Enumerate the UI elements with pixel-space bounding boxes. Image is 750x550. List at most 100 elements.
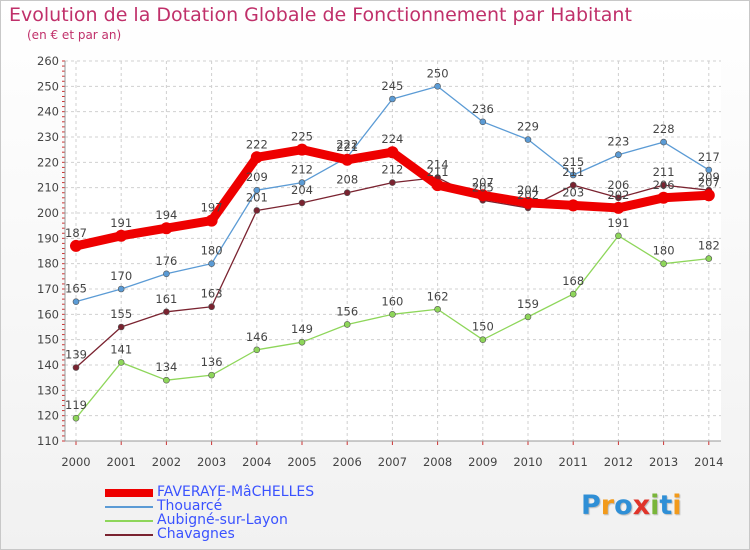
legend-swatch (105, 534, 153, 536)
data-point (253, 346, 261, 354)
data-point (476, 189, 489, 202)
chart-subtitle: (en € et par an) (27, 28, 122, 42)
data-label: 245 (381, 79, 403, 93)
data-point (615, 232, 622, 240)
data-point (160, 222, 173, 235)
data-point (72, 364, 80, 371)
data-label: 163 (201, 287, 223, 301)
y-tick-label: 180 (37, 257, 59, 271)
data-label: 207 (698, 175, 720, 189)
data-point (72, 298, 80, 305)
data-label: 141 (110, 342, 132, 356)
data-point (115, 229, 128, 242)
data-point (431, 179, 444, 192)
legend-label: Chavagnes (157, 526, 235, 542)
y-tick-label: 110 (37, 434, 59, 448)
x-tick-label: 2001 (107, 455, 136, 469)
y-tick-label: 220 (37, 155, 59, 169)
data-point (702, 189, 715, 202)
data-label: 212 (291, 163, 313, 177)
y-tick-label: 120 (37, 409, 59, 423)
data-label: 191 (110, 216, 132, 230)
data-point (343, 321, 351, 328)
data-point (117, 359, 125, 366)
data-label: 176 (155, 254, 177, 268)
data-point (250, 151, 263, 164)
plot-area (65, 61, 721, 441)
data-label: 202 (517, 188, 539, 202)
data-point (72, 414, 80, 422)
data-label: 160 (381, 294, 403, 308)
x-tick-label: 2009 (468, 455, 497, 469)
legend-label: FAVERAYE-MâCHELLES (157, 484, 315, 500)
data-label: 191 (607, 216, 629, 230)
y-tick-label: 150 (37, 333, 59, 347)
data-label: 222 (246, 137, 268, 151)
data-label: 162 (427, 289, 449, 303)
x-tick-label: 2007 (378, 455, 407, 469)
data-point (343, 189, 351, 197)
data-point (386, 146, 399, 159)
data-label: 134 (155, 360, 177, 374)
x-tick-label: 2005 (287, 455, 316, 469)
data-label: 221 (336, 140, 358, 154)
proxiti-logo: Proxiti (581, 490, 682, 521)
legend-label: Thouarcé (157, 498, 223, 514)
data-point (660, 138, 667, 146)
data-point (296, 143, 308, 156)
data-label: 225 (291, 130, 313, 144)
y-tick-label: 210 (37, 181, 59, 195)
data-label: 182 (698, 239, 720, 253)
data-point (657, 191, 670, 204)
data-label: 205 (472, 180, 494, 194)
data-label: 165 (65, 282, 87, 296)
y-tick-label: 230 (37, 130, 59, 144)
data-label: 155 (110, 307, 132, 321)
data-point (479, 118, 487, 126)
data-point (522, 196, 534, 209)
data-label: 156 (336, 304, 358, 318)
data-label: 229 (517, 120, 539, 134)
data-point (615, 194, 622, 202)
data-label: 202 (607, 188, 629, 202)
data-point (208, 371, 215, 379)
data-point (298, 338, 306, 346)
data-point (163, 270, 170, 278)
data-label: 206 (607, 178, 629, 192)
x-tick-label: 2012 (604, 455, 633, 469)
x-tick-label: 2008 (423, 455, 452, 469)
data-point (660, 260, 667, 267)
y-tick-label: 170 (37, 282, 59, 296)
data-label: 215 (562, 155, 584, 169)
data-label: 119 (65, 398, 87, 412)
legend-swatch (105, 520, 153, 522)
data-label: 209 (246, 170, 268, 184)
data-point (389, 95, 396, 103)
data-label: 168 (562, 274, 584, 288)
data-point (567, 199, 580, 212)
data-label: 159 (517, 297, 539, 311)
data-label: 139 (65, 348, 87, 362)
y-tick-label: 140 (37, 358, 59, 372)
data-label: 207 (472, 175, 494, 189)
data-label: 180 (653, 244, 675, 258)
x-tick-label: 2006 (333, 455, 362, 469)
data-label: 203 (562, 185, 584, 199)
legend-swatch (105, 506, 153, 508)
x-tick-label: 2004 (242, 455, 271, 469)
x-tick-label: 2002 (152, 455, 181, 469)
data-label: 224 (381, 132, 403, 146)
data-point (569, 171, 577, 179)
x-tick-label: 2014 (694, 455, 723, 469)
data-label: 161 (155, 292, 177, 306)
data-label: 217 (698, 150, 720, 164)
chart-title: Evolution de la Dotation Globale de Fonc… (9, 4, 632, 26)
data-point (705, 255, 713, 262)
data-label: 150 (472, 320, 494, 334)
data-point (524, 136, 532, 143)
data-label: 180 (201, 244, 223, 258)
data-point (70, 239, 82, 252)
data-point (163, 308, 170, 316)
y-tick-label: 130 (37, 383, 59, 397)
